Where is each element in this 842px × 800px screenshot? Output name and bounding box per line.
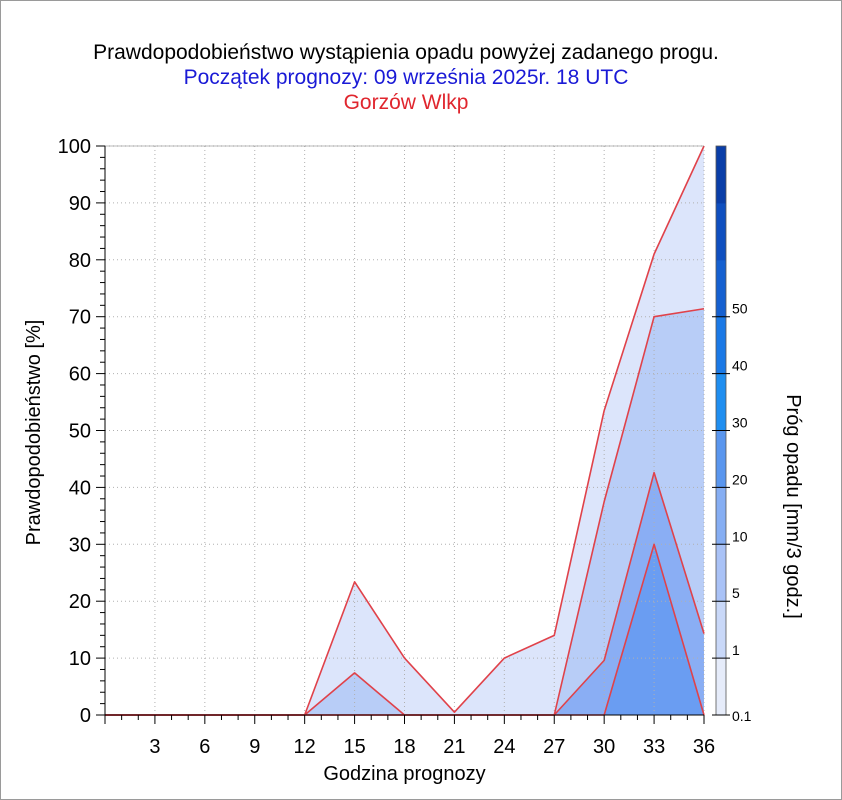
- x-axis-label: Godzina prognozy: [323, 763, 485, 785]
- title-block: Prawdopodobieństwo wystąpienia opadu pow…: [0, 40, 812, 115]
- y-tick-label: 60: [69, 364, 91, 386]
- y-tick-label: 30: [69, 534, 91, 556]
- x-tick-label: 36: [693, 736, 715, 758]
- x-tick-label: 30: [593, 736, 615, 758]
- colorbar-band: [716, 373, 726, 431]
- y-tick-label: 40: [69, 477, 91, 499]
- x-tick-label: 12: [294, 736, 316, 758]
- x-tick-label: 24: [493, 736, 515, 758]
- colorbar-tick-label: 10: [732, 528, 748, 544]
- colorbar-band: [716, 430, 726, 488]
- forecast-start-subtitle: Początek prognozy: 09 września 2025r. 18…: [183, 66, 629, 89]
- colorbar-tick-label: 0.1: [732, 708, 752, 724]
- y-tick-label: 50: [69, 421, 91, 443]
- chart-title: Prawdopodobieństwo wystąpienia opadu pow…: [93, 41, 719, 64]
- x-tick-label: 18: [393, 736, 415, 758]
- colorbar-band: [716, 316, 726, 375]
- y-tick-label: 20: [69, 591, 91, 613]
- colorbar-band: [716, 544, 726, 602]
- y-tick-label: 100: [58, 136, 91, 158]
- x-tick-label: 3: [149, 736, 160, 758]
- y-tick-label: 70: [69, 307, 91, 329]
- x-tick-label: 27: [543, 736, 565, 758]
- x-tick-label: 21: [443, 736, 465, 758]
- colorbar-band: [716, 487, 726, 545]
- x-tick-label: 15: [343, 736, 365, 758]
- colorbar-tick-label: 40: [732, 358, 748, 374]
- y-tick-label: 90: [69, 193, 91, 215]
- colorbar-tick-label: 50: [732, 301, 748, 317]
- location-label: Gorzów Wlkp: [343, 91, 469, 114]
- colorbar-band: [716, 202, 726, 261]
- colorbar-tick-label: 20: [732, 471, 748, 487]
- y-tick-label: 0: [80, 705, 91, 727]
- colorbar-label: Próg opadu [mm/3 godz.]: [782, 394, 804, 619]
- y-tick-label: 80: [69, 250, 91, 272]
- colorbar-tick-label: 30: [732, 415, 748, 431]
- x-tick-label: 33: [643, 736, 665, 758]
- area-threshold-10: [105, 544, 704, 715]
- y-tick-label: 10: [69, 648, 91, 670]
- y-axis-label: Prawdopodobieństwo [%]: [23, 320, 45, 546]
- colorbar-band: [716, 601, 726, 659]
- x-tick-label: 6: [199, 736, 210, 758]
- colorbar-band: [716, 259, 726, 318]
- colorbar-band: [716, 146, 726, 204]
- x-tick-label: 9: [249, 736, 260, 758]
- colorbar-band: [716, 658, 726, 716]
- colorbar-tick-label: 5: [732, 585, 740, 601]
- colorbar-tick-label: 1: [732, 642, 740, 658]
